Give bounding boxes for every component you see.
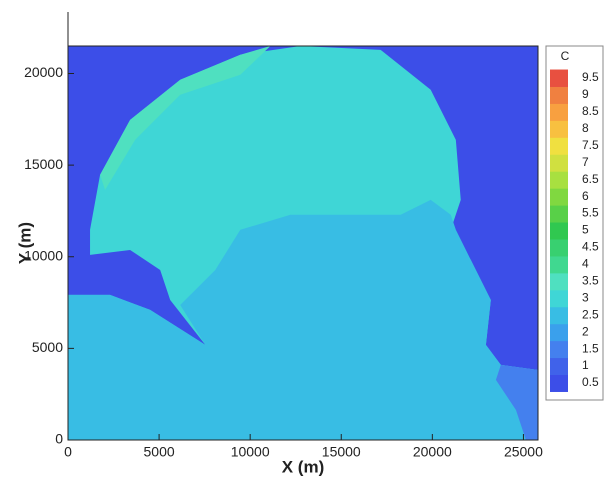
legend-label: 6 (582, 189, 589, 203)
legend-label: 7.5 (582, 138, 599, 152)
legend-label: 8 (582, 121, 589, 135)
y-tick-label: 15000 (24, 156, 63, 172)
legend-label: 7 (582, 155, 589, 169)
legend-swatch (550, 340, 568, 359)
legend-swatch (550, 255, 568, 274)
y-tick-label: 0 (55, 431, 63, 447)
legend-swatch (550, 188, 568, 206)
legend-label: 1 (582, 358, 589, 372)
legend-label: 3 (582, 290, 589, 304)
x-tick-label: 0 (64, 444, 72, 460)
legend-label: 1.5 (582, 341, 599, 355)
legend-label: 5.5 (582, 206, 599, 220)
legend-label: 4 (582, 257, 589, 271)
legend-swatch (550, 222, 568, 240)
legend-label: 0.5 (582, 375, 599, 389)
legend-swatch (550, 357, 568, 376)
legend-label: 9.5 (582, 70, 599, 84)
legend-swatch (550, 323, 568, 342)
legend-label: 4.5 (582, 240, 599, 254)
legend-label: 2 (582, 324, 589, 338)
x-tick-label: 15000 (322, 444, 361, 460)
legend-swatch (550, 238, 568, 257)
y-tick-label: 20000 (24, 64, 63, 80)
y-tick-label: 5000 (32, 339, 63, 355)
legend-label: 9 (582, 87, 589, 101)
y-axis-label: Y (m) (15, 222, 34, 264)
legend-title: C (561, 49, 570, 63)
legend-swatch (550, 86, 568, 104)
legend-swatch (550, 69, 568, 87)
legend-swatch (550, 289, 568, 308)
y-tick-label: 10000 (24, 247, 63, 263)
x-tick-label: 5000 (144, 444, 175, 460)
legend-swatch (550, 171, 568, 189)
legend-label: 3.5 (582, 274, 599, 288)
contour-region (68, 199, 538, 440)
x-tick-label: 10000 (231, 444, 270, 460)
legend-label: 5 (582, 223, 589, 237)
legend-label: 8.5 (582, 104, 599, 118)
legend-swatch (550, 205, 568, 223)
x-tick-label: 25000 (504, 444, 543, 460)
legend-swatch (550, 154, 568, 172)
contour-region (100, 46, 271, 190)
contour-region (495, 364, 538, 440)
x-axis-label: X (m) (282, 457, 325, 476)
legend-swatch (550, 272, 568, 291)
legend-swatch (550, 103, 568, 121)
legend-label: 6.5 (582, 172, 599, 186)
x-tick-label: 20000 (413, 444, 452, 460)
legend-label: 2.5 (582, 307, 599, 321)
legend-swatch (550, 374, 568, 392)
legend-swatch (550, 120, 568, 138)
legend-swatch (550, 306, 568, 325)
legend-swatch (550, 137, 568, 155)
